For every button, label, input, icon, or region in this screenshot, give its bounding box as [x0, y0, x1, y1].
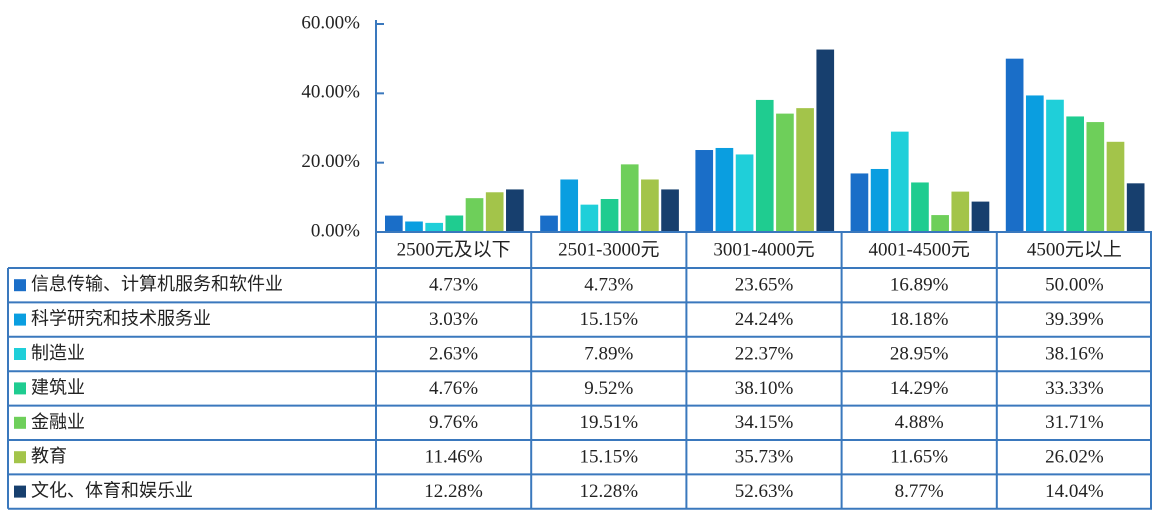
table-cell: 16.89%	[890, 275, 949, 296]
legend-swatch	[14, 485, 26, 498]
legend-label: 文化、体育和娱乐业	[31, 481, 193, 502]
bar	[796, 108, 814, 232]
bar	[1025, 95, 1044, 232]
bar	[1126, 183, 1145, 232]
table-cell: 26.02%	[1045, 447, 1104, 468]
table-cell: 38.10%	[735, 378, 794, 399]
bar	[695, 150, 714, 232]
table-cell: 4.73%	[429, 275, 478, 296]
x-tick-label: 2500元及以下	[397, 239, 511, 260]
table-cell: 19.51%	[580, 412, 639, 433]
bar	[1086, 122, 1105, 232]
bar	[971, 201, 990, 232]
table-cell: 4.88%	[895, 412, 944, 433]
bar	[816, 49, 835, 232]
bar	[715, 147, 734, 232]
legend-swatch	[14, 279, 26, 292]
bar	[661, 189, 679, 232]
bar	[445, 215, 464, 232]
legend-label: 建筑业	[31, 377, 85, 398]
table-cell: 8.77%	[895, 481, 944, 502]
table-cell: 14.04%	[1045, 481, 1104, 502]
bar	[755, 99, 774, 232]
legend-label: 教育	[31, 446, 67, 467]
table-cell: 15.15%	[580, 447, 639, 468]
table-cell: 9.52%	[584, 378, 633, 399]
table-cell: 11.46%	[425, 447, 483, 468]
table-cell: 12.28%	[580, 481, 639, 502]
y-tick-label: 60.00%	[301, 12, 360, 33]
table-cell: 28.95%	[890, 343, 949, 364]
table-cell: 4.76%	[429, 378, 478, 399]
bar	[560, 179, 579, 232]
table-cell: 22.37%	[735, 343, 794, 364]
table-cell: 4.73%	[584, 275, 633, 296]
bar	[641, 179, 659, 232]
table-cell: 52.63%	[735, 481, 794, 502]
table-cell: 23.65%	[735, 275, 794, 296]
bar	[776, 113, 794, 232]
table-cell: 15.15%	[580, 309, 639, 330]
table-cell: 2.63%	[429, 343, 478, 364]
table-cell: 31.71%	[1045, 412, 1104, 433]
table-cell: 50.00%	[1045, 275, 1104, 296]
bar	[620, 164, 639, 232]
table-cell: 7.89%	[584, 343, 633, 364]
x-tick-label: 4001-4500元	[869, 239, 970, 260]
legend-label: 科学研究和技术服务业	[31, 309, 211, 330]
table-cell: 35.73%	[735, 447, 794, 468]
legend-swatch	[14, 451, 26, 464]
bar	[1066, 116, 1084, 232]
x-tick-label: 2501-3000元	[558, 239, 659, 260]
legend-label: 信息传输、计算机服务和软件业	[31, 274, 283, 295]
bar	[506, 189, 524, 232]
bar	[600, 198, 619, 232]
bar	[870, 168, 889, 232]
bar	[540, 215, 558, 232]
legend-label: 制造业	[31, 343, 85, 364]
x-tick-label: 4500元以上	[1027, 238, 1122, 260]
bar	[385, 215, 403, 232]
table-cell: 39.39%	[1045, 309, 1104, 330]
table-cell: 24.24%	[735, 309, 794, 330]
bar	[951, 191, 970, 232]
table-cell: 14.29%	[890, 378, 949, 399]
y-tick-label: 40.00%	[301, 82, 360, 103]
legend-swatch	[14, 313, 26, 326]
bar	[890, 131, 909, 232]
table-cell: 18.18%	[890, 309, 949, 330]
legend-swatch	[14, 382, 26, 395]
table-cell: 12.28%	[424, 481, 483, 502]
bar	[1005, 58, 1024, 232]
legend-swatch	[14, 416, 26, 429]
table-cell: 3.03%	[429, 309, 478, 330]
y-tick-label: 20.00%	[301, 151, 360, 172]
legend-label: 金融业	[31, 412, 85, 433]
bar	[465, 198, 484, 232]
bar	[735, 154, 754, 232]
bar	[405, 221, 423, 232]
bar	[1046, 99, 1064, 232]
bar	[931, 215, 949, 232]
y-tick-label: 0.00%	[311, 220, 360, 241]
table-cell: 34.15%	[735, 412, 794, 433]
table-cell: 38.16%	[1045, 343, 1104, 364]
bar	[425, 222, 444, 232]
bar	[485, 192, 504, 232]
table-cell: 9.76%	[429, 412, 478, 433]
table-cell: 11.65%	[890, 447, 948, 468]
bar	[850, 173, 869, 232]
bar	[911, 182, 929, 232]
x-tick-label: 3001-4000元	[713, 239, 814, 260]
table-cell: 33.33%	[1045, 378, 1104, 399]
bar	[580, 204, 599, 232]
bar	[1106, 141, 1125, 232]
legend-swatch	[14, 348, 26, 360]
